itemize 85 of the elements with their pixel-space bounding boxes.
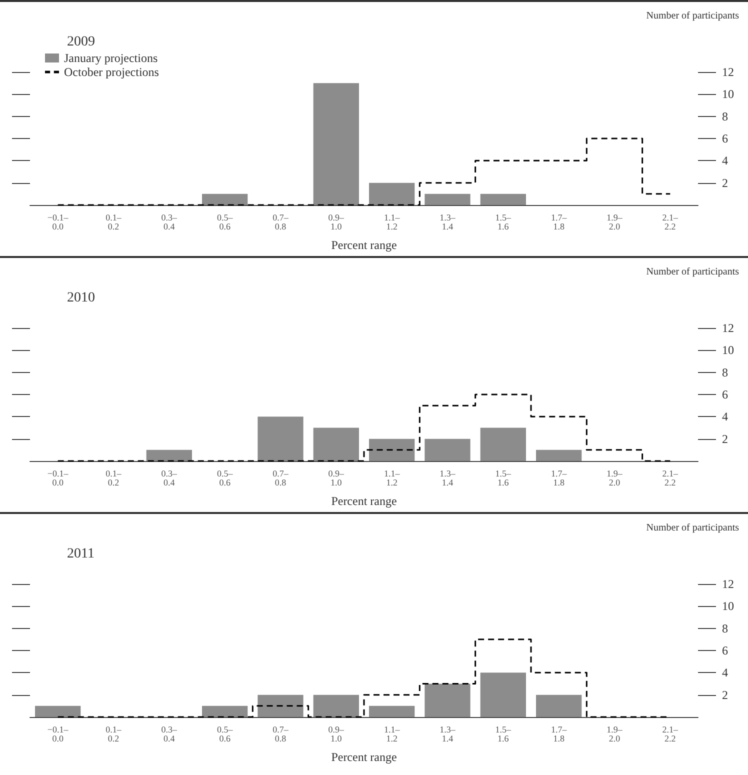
x-tick-label: −0.1– 0.0 [47,724,69,744]
y-axis-title: Number of participants [646,10,740,22]
bar [202,194,248,205]
bar [424,684,470,717]
bar [536,694,582,717]
x-tick-label: 2.1– 2.2 [662,468,679,488]
y-tick-label: 6 [722,644,728,658]
x-tick-label: 1.9– 2.0 [606,212,623,232]
x-tick-label: 0.1– 0.2 [106,212,122,232]
legend-label: January projections [64,51,158,65]
bar [369,438,415,461]
y-tick-label: 2 [722,176,728,190]
bar [480,428,526,461]
x-tick-label: 1.5– 1.6 [495,212,512,232]
x-tick-label: 1.9– 2.0 [606,468,623,488]
y-tick-label: 12 [722,321,734,335]
y-tick-label: 8 [722,365,728,380]
x-tick-label: −0.1– 0.0 [47,212,69,232]
y-tick-label: 10 [722,599,734,614]
x-tick-label: 0.5– 0.6 [216,724,234,744]
x-tick-label: 0.1– 0.2 [106,468,122,488]
x-tick-label: 2.1– 2.2 [662,724,679,744]
bar [313,83,359,205]
chart-title: 2009 [67,34,95,50]
x-tick-label: 0.7– 0.8 [272,212,289,232]
x-tick-label: 0.9– 1.0 [328,468,345,488]
bar [369,182,415,205]
y-axis-title: Number of participants [646,522,740,534]
x-axis-title: Percent range [331,494,397,508]
bar [536,450,582,461]
y-tick-label: 6 [722,388,728,402]
y-tick-label: 12 [722,577,734,591]
y-tick-label: 4 [722,154,728,168]
x-tick-label: 2.1– 2.2 [662,212,679,232]
bar [313,694,359,717]
bar [202,706,248,717]
y-tick-label: 8 [722,109,728,124]
bar [258,416,304,461]
x-tick-label: 1.1– 1.2 [384,212,400,232]
bar [35,706,81,717]
x-tick-label: 1.1– 1.2 [384,468,400,488]
bar [146,450,192,461]
bar [258,694,304,717]
x-tick-label: 0.7– 0.8 [272,468,289,488]
bar [424,194,470,205]
bar [480,194,526,205]
y-tick-label: 8 [722,621,728,636]
x-tick-label: 0.9– 1.0 [328,724,345,744]
y-tick-label: 4 [722,410,728,424]
y-tick-label: 6 [722,132,728,146]
bar [424,438,470,461]
x-tick-label: 1.1– 1.2 [384,724,400,744]
y-tick-label: 10 [722,343,734,358]
x-tick-label: −0.1– 0.0 [47,468,69,488]
x-tick-label: 1.3– 1.4 [440,724,456,744]
x-tick-label: 0.1– 0.2 [106,724,122,744]
y-tick-label: 4 [722,666,728,680]
x-axis-title: Percent range [331,750,397,764]
y-tick-label: 2 [722,688,728,702]
y-axis-title: Number of participants [646,266,740,278]
chart-title: 2010 [67,290,95,306]
x-tick-label: 0.9– 1.0 [328,212,345,232]
x-axis-title: Percent range [331,238,397,252]
x-tick-label: 1.3– 1.4 [440,468,456,488]
x-tick-label: 1.5– 1.6 [495,468,512,488]
x-tick-label: 1.3– 1.4 [440,212,456,232]
chart-title: 2011 [67,546,94,562]
x-tick-label: 1.7– 1.8 [550,468,568,488]
x-tick-label: 0.3– 0.4 [161,468,178,488]
y-tick-label: 12 [722,65,734,79]
legend-label: October projections [64,65,160,79]
bar [369,706,415,717]
x-tick-label: 0.5– 0.6 [216,212,234,232]
x-tick-label: 0.3– 0.4 [161,724,178,744]
x-tick-label: 0.5– 0.6 [216,468,234,488]
x-tick-label: 1.7– 1.8 [550,212,568,232]
x-tick-label: 1.5– 1.6 [495,724,512,744]
bar [480,672,526,717]
x-tick-label: 1.7– 1.8 [550,724,568,744]
y-tick-label: 10 [722,87,734,102]
y-tick-label: 2 [722,432,728,446]
x-tick-label: 0.7– 0.8 [272,724,289,744]
bar [313,428,359,461]
x-tick-label: 1.9– 2.0 [606,724,623,744]
x-tick-label: 0.3– 0.4 [161,212,178,232]
